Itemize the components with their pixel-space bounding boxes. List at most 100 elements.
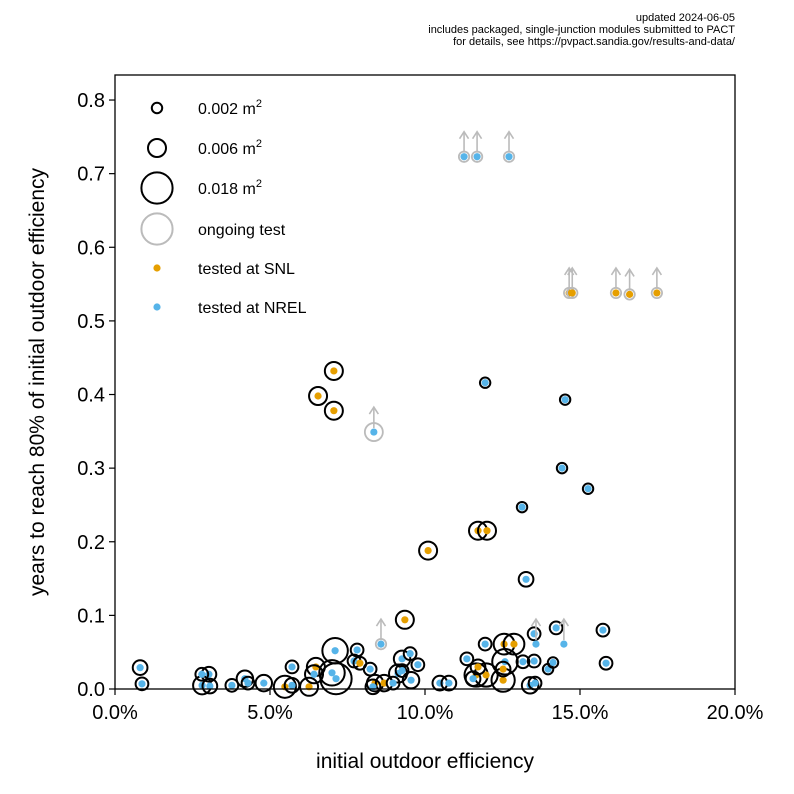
legend-size-circle	[150, 101, 164, 115]
y-tick-label: 0.1	[77, 605, 105, 627]
data-point-nrel	[519, 658, 527, 666]
data-point-snl	[626, 290, 634, 298]
data-point-snl	[424, 546, 432, 555]
module-size-circle	[410, 657, 426, 673]
module-size-circle	[459, 651, 475, 667]
y-tick-label: 0.7	[77, 164, 105, 186]
legend-size-unit-exponent: 2	[256, 178, 262, 190]
legend-ongoing-circle	[140, 212, 174, 246]
data-point-nrel	[481, 379, 489, 387]
module-size-circle	[440, 674, 458, 692]
data-point-nrel	[602, 659, 610, 667]
module-size-circle	[609, 286, 623, 300]
module-size-circle	[598, 655, 614, 671]
y-tick-label: 0.0	[77, 679, 105, 701]
module-size-circle	[362, 661, 378, 677]
note-scope: includes packaged, single-junction modul…	[428, 24, 735, 36]
ongoing-arrow-icon	[368, 405, 380, 415]
legend-size-label: 0.006 m2	[198, 138, 262, 158]
data-point-nrel	[469, 675, 477, 683]
module-size-circle	[581, 482, 595, 495]
module-size-circle	[470, 150, 484, 163]
module-size-circle	[254, 673, 274, 693]
plot-frame	[114, 74, 736, 690]
data-point-snl	[330, 367, 338, 375]
data-point-snl	[612, 289, 620, 297]
legend-size-text: 0.018 m	[198, 181, 256, 198]
y-tick-label: 0.5	[77, 311, 105, 333]
legend-ongoing-label: ongoing test	[198, 222, 286, 239]
data-point-nrel	[558, 464, 566, 472]
module-size-circle	[566, 286, 579, 300]
module-size-circle	[318, 659, 346, 687]
data-point-snl	[653, 289, 661, 297]
data-point-nrel	[288, 663, 296, 671]
data-point-nrel	[370, 428, 378, 436]
module-size-circle	[194, 666, 210, 682]
legend-size-circle	[146, 137, 168, 159]
module-size-circle	[595, 622, 611, 638]
note-updated: updated 2024-06-05	[635, 12, 735, 24]
module-size-circle	[464, 670, 482, 688]
data-point-nrel	[414, 661, 422, 669]
x-tick-label: 0.0%	[92, 702, 138, 724]
data-point-nrel	[505, 153, 513, 161]
module-size-circle	[558, 393, 572, 406]
ongoing-arrow-icon	[651, 266, 663, 276]
legend-size-text: 0.006 m	[198, 141, 256, 158]
data-point-nrel	[560, 640, 568, 648]
module-size-circle	[457, 150, 471, 163]
module-size-circle	[515, 654, 531, 670]
y-tick-label: 0.3	[77, 458, 105, 480]
data-point-nrel	[244, 679, 252, 687]
ongoing-arrow-icon	[530, 617, 542, 627]
data-point-nrel	[331, 647, 339, 655]
legend-lab-label: tested at NREL	[198, 300, 307, 317]
module-size-circle	[494, 660, 512, 678]
data-point-nrel	[328, 669, 336, 677]
data-point-nrel	[288, 681, 296, 689]
data-point-nrel	[206, 682, 214, 690]
data-point-nrel	[518, 503, 526, 511]
legend-size-unit-exponent: 2	[256, 98, 262, 110]
legend-lab-marker	[153, 264, 161, 272]
data-point-snl	[568, 289, 576, 297]
module-size-circle	[363, 422, 384, 442]
data-point-nrel	[406, 650, 414, 658]
data-point-nrel	[584, 485, 592, 493]
module-size-circle	[323, 360, 344, 381]
data-point-nrel	[463, 655, 471, 663]
ongoing-arrow-icon	[458, 130, 470, 140]
data-point-snl	[510, 640, 518, 648]
data-point-nrel	[549, 658, 557, 667]
module-size-circle	[477, 636, 493, 652]
data-point-snl	[474, 663, 482, 671]
data-point-nrel	[531, 679, 539, 687]
x-axis: 0.0% 5.0% 10.0% 15.0% 20.0%	[92, 689, 764, 724]
data-point-nrel	[260, 679, 268, 687]
module-size-circle	[224, 677, 240, 693]
data-points	[131, 130, 663, 699]
note-details: for details, see https://pvpact.sandia.g…	[453, 36, 735, 48]
legend-lab-label: tested at SNL	[198, 261, 295, 278]
data-point-nrel	[398, 666, 406, 675]
data-point-nrel	[198, 670, 206, 678]
module-size-circle	[134, 676, 150, 692]
legend-size-circle	[140, 171, 174, 205]
data-point-snl	[499, 665, 507, 673]
module-size-circle	[478, 376, 492, 389]
module-size-circle	[546, 656, 560, 669]
data-point-nrel	[552, 624, 560, 632]
ongoing-arrow-icon	[503, 130, 515, 140]
data-point-nrel	[228, 681, 236, 689]
data-point-snl	[380, 679, 388, 687]
x-tick-label: 5.0%	[247, 702, 293, 724]
data-point-nrel	[445, 679, 453, 687]
module-size-circle	[548, 620, 564, 636]
ongoing-arrow-icon	[375, 617, 387, 627]
y-tick-label: 0.8	[77, 90, 105, 112]
data-point-snl	[401, 616, 409, 624]
y-tick-label: 0.4	[77, 385, 105, 407]
module-size-circle	[650, 286, 663, 300]
